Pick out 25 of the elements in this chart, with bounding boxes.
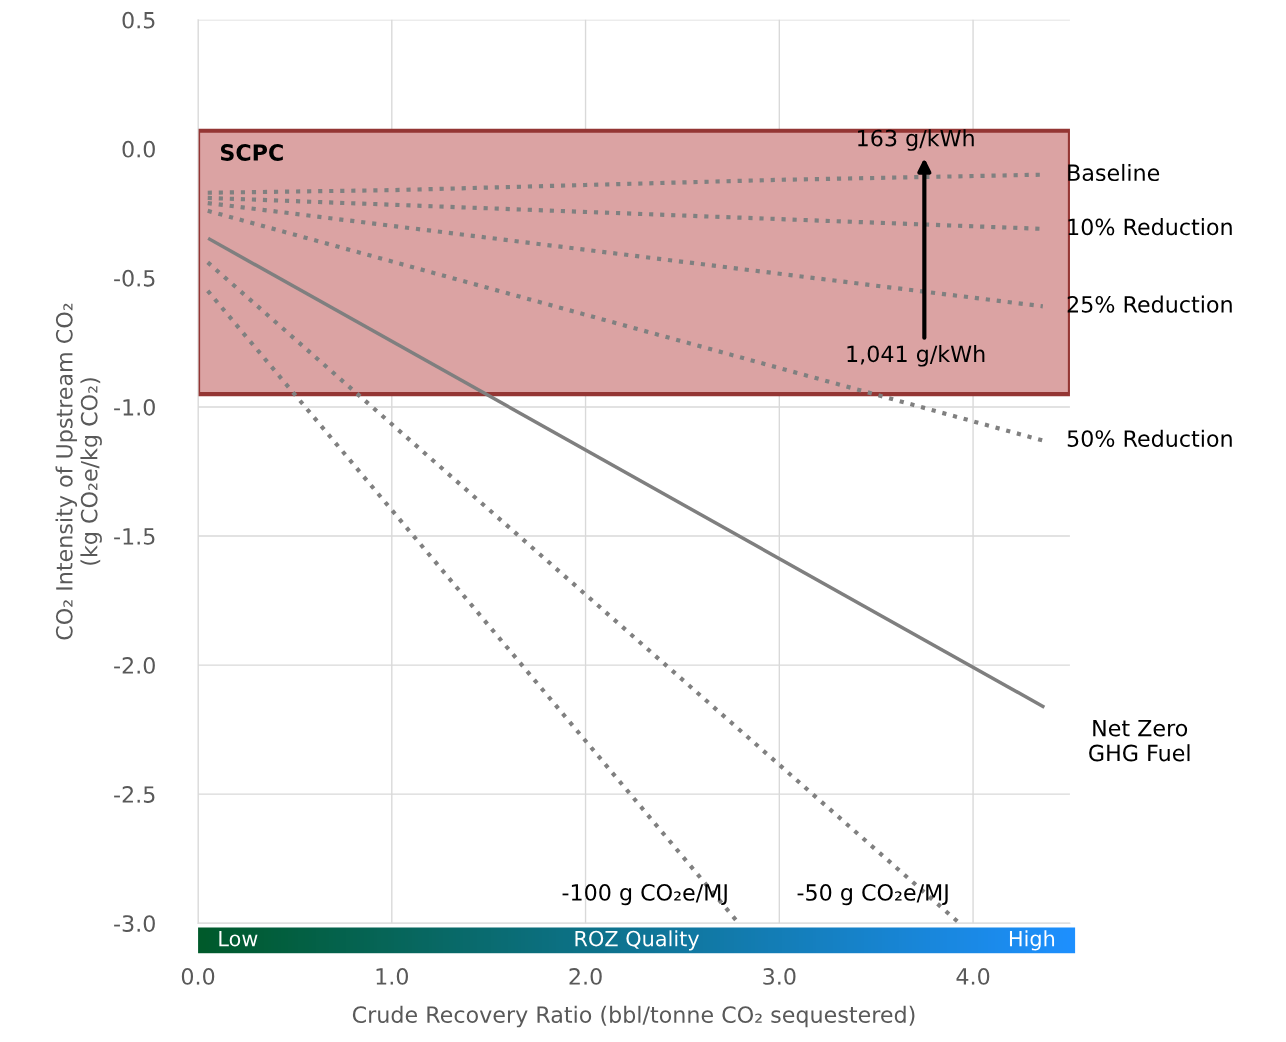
series-label: 50% Reduction — [1067, 429, 1232, 447]
annotation: 163 g/kWh — [858, 129, 974, 151]
y-tick-label: -1.0 — [114, 398, 155, 416]
text: Net Zero GHG Fuel — [1089, 719, 1190, 762]
x-tick-label: 2.0 — [569, 968, 602, 985]
x-tick-label: 0.0 — [181, 968, 215, 985]
series-label: -100 g CO₂e/MJ — [562, 884, 727, 906]
text: High — [1009, 930, 1055, 951]
x-tick-label: 4.0 — [956, 968, 990, 985]
text: ROZ Quality — [575, 930, 700, 951]
annotation: 1,041 g/kWh — [847, 345, 985, 367]
x-axis-title: Crude Recovery Ratio (bbl/tonne CO₂ sequestered) — [352, 1005, 915, 1028]
y-tick-label: 0.0 — [122, 140, 155, 158]
y-tick-label: -0.5 — [114, 269, 155, 287]
series-label: -50 g CO₂e/MJ — [797, 884, 948, 906]
text: Low — [219, 930, 258, 947]
y-tick-label: 0.5 — [122, 11, 155, 29]
y-tick-label: -1.5 — [114, 528, 155, 545]
band-label: SCPC — [220, 144, 283, 161]
x-tick-label: 3.0 — [763, 968, 796, 985]
y-tick-label: -3.0 — [114, 915, 155, 932]
x-tick-label: 1.0 — [376, 968, 408, 985]
y-tick-label: -2.0 — [114, 657, 155, 674]
y-tick-label: -2.5 — [114, 786, 155, 803]
y-axis-title: CO₂ Intensity of Upstream CO₂ (kg CO₂e/kg CO₂) — [55, 303, 102, 640]
